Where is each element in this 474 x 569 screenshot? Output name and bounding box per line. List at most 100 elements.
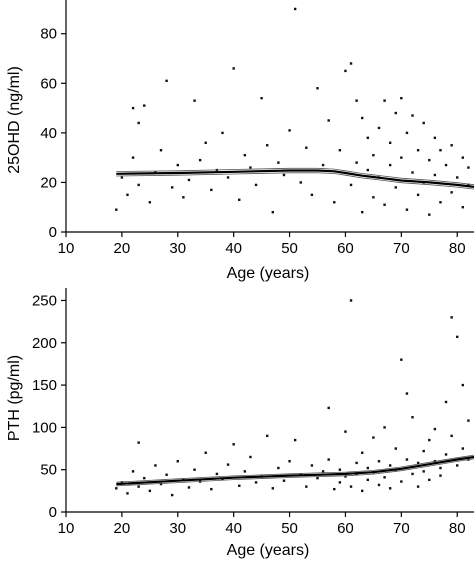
data-point [450, 434, 453, 438]
data-point [416, 461, 420, 465]
data-point [243, 470, 247, 473]
y-tick-label: 200 [32, 335, 57, 352]
trend-band-lower [116, 172, 474, 190]
data-point [383, 426, 386, 429]
x-tick-label: 20 [114, 240, 131, 257]
data-point [400, 358, 403, 361]
data-point [456, 464, 459, 467]
data-point [428, 478, 431, 482]
data-point [394, 447, 397, 450]
data-point [310, 193, 314, 197]
data-point [193, 99, 196, 102]
data-point [137, 183, 140, 187]
x-tick-label: 30 [169, 240, 186, 257]
data-point [226, 463, 230, 466]
trend-band-lower [116, 458, 474, 487]
data-point [461, 206, 465, 209]
data-point [299, 181, 302, 184]
data-point [366, 136, 370, 140]
x-tick-label: 60 [337, 240, 354, 257]
data-point [411, 472, 414, 476]
x-tick-label: 30 [169, 520, 186, 537]
data-point [148, 201, 152, 204]
panel-pth: PTH (pg/ml) Age (years) 0 50 100 150 200 250 1… [6, 288, 474, 559]
data-point [198, 158, 202, 162]
data-point [170, 186, 174, 189]
data-point [159, 149, 163, 152]
data-point [450, 191, 453, 194]
data-point [176, 163, 179, 167]
data-point [115, 487, 118, 490]
data-point [282, 173, 286, 177]
trend-line [116, 455, 474, 486]
data-point [467, 166, 470, 169]
data-point [271, 210, 274, 214]
data-point [165, 79, 168, 83]
data-point [444, 400, 448, 404]
data-point [344, 430, 347, 433]
data-point [277, 466, 280, 470]
data-point [433, 427, 437, 431]
x-tick-label: 10 [58, 240, 75, 257]
data-point [361, 210, 364, 214]
x-tick-label: 70 [393, 520, 410, 537]
data-point [461, 383, 465, 387]
data-point [439, 201, 442, 204]
data-point [321, 163, 325, 167]
data-point [422, 449, 425, 453]
data-point [333, 201, 336, 204]
panel-25ohd: 25OHD (ng/ml) Age (years) 0 20 40 60 80 10 20 3… [6, 0, 474, 282]
x-tick-label: 10 [58, 520, 75, 537]
x-tick-label: 50 [281, 520, 298, 537]
x-tick-label: 40 [225, 520, 242, 537]
data-point [372, 196, 375, 199]
data-point [327, 458, 330, 461]
data-point [238, 198, 241, 201]
data-point [461, 156, 465, 159]
data-point [221, 131, 224, 135]
data-point [372, 153, 375, 157]
data-point [433, 136, 437, 140]
data-point [422, 121, 425, 125]
data-point [277, 161, 280, 164]
data-point [327, 406, 330, 410]
data-point [411, 114, 414, 117]
x-tick-label: 70 [393, 240, 410, 257]
data-point [238, 484, 241, 487]
data-point [282, 479, 286, 482]
data-point [232, 443, 235, 446]
data-point [416, 485, 420, 488]
data-point [416, 149, 420, 152]
y-tick-label: 100 [32, 419, 57, 436]
data-point [400, 96, 403, 100]
data-point [293, 7, 297, 11]
data-point [204, 451, 207, 454]
data-point [333, 487, 336, 491]
data-point [210, 188, 213, 192]
data-point [288, 460, 291, 463]
data-point [361, 489, 364, 493]
data-point [182, 196, 185, 199]
data-point [355, 99, 358, 102]
data-point [433, 173, 437, 177]
data-point [383, 99, 386, 102]
data-point [394, 186, 397, 189]
y-tick-label: 250 [32, 292, 57, 309]
data-point [444, 453, 448, 456]
data-point [361, 116, 364, 120]
data-point [115, 208, 118, 211]
data-point [126, 193, 129, 197]
data-point [148, 489, 152, 493]
data-point [137, 485, 140, 488]
x-tick-label: 80 [449, 520, 466, 537]
xlabel-25ohd: Age (years) [227, 265, 310, 282]
trend-band-upper [116, 167, 474, 186]
data-point [288, 129, 291, 132]
ylabel-pth: PTH (pg/ml) [6, 355, 23, 441]
data-point [260, 96, 263, 100]
data-point [338, 468, 342, 471]
data-point [416, 193, 420, 197]
data-point [293, 438, 297, 442]
data-point [327, 119, 330, 122]
data-point [394, 111, 397, 115]
